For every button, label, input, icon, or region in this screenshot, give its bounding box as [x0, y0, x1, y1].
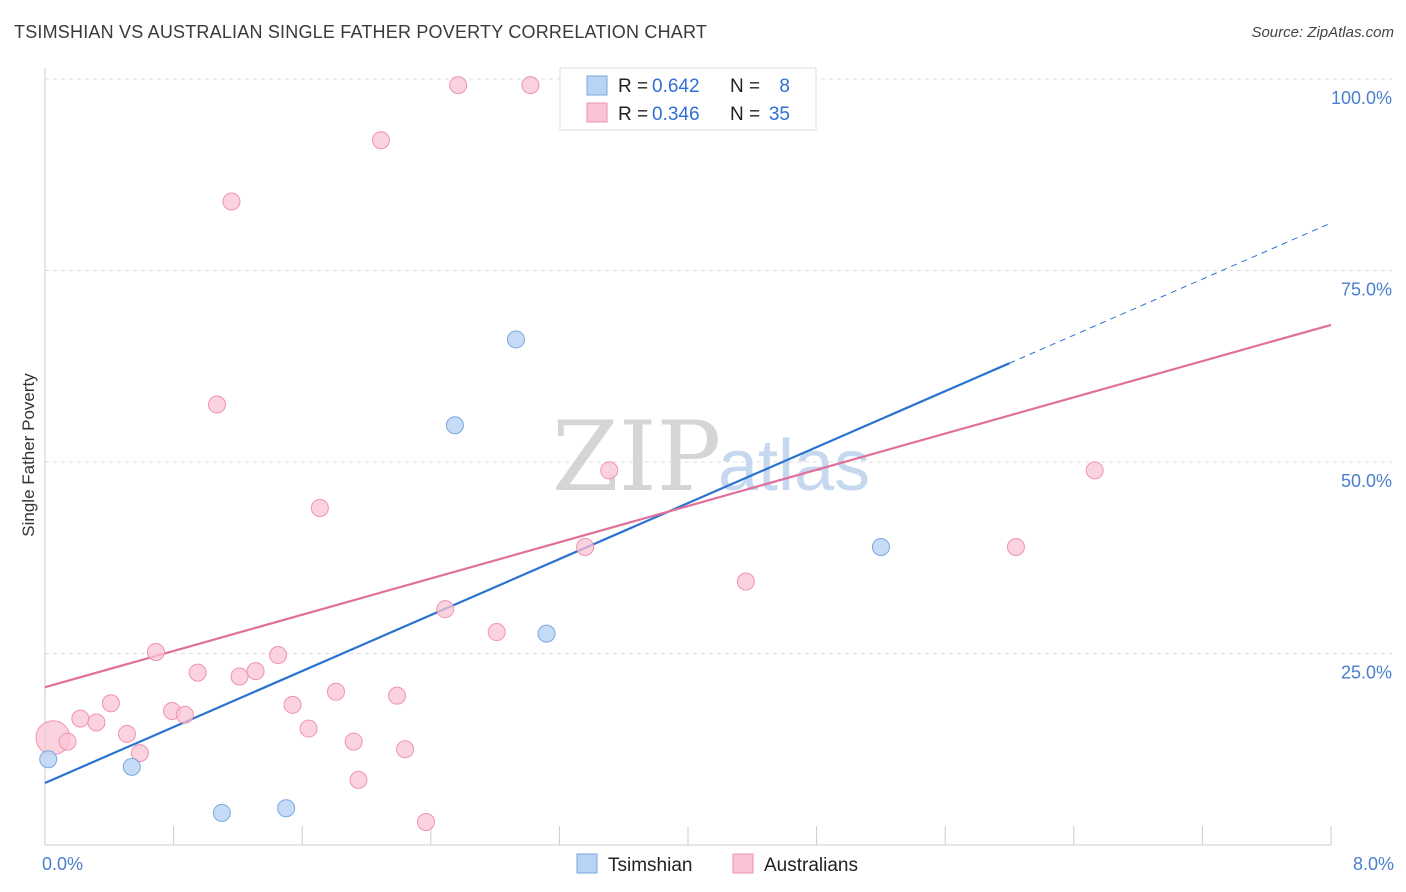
tsimshian-point-0 [39, 750, 58, 769]
legend-tsimshian-label: Tsimshian [608, 855, 692, 876]
source-label: Source: ZipAtlas.com [1251, 24, 1394, 41]
australians-n-value: 35 [769, 104, 790, 125]
stats-legend: R = 0.642 N = 8 R = 0.346 N = 35 [559, 67, 817, 131]
tsimshian-r-label: R = [618, 76, 648, 97]
series-legend: Tsimshian Australians [576, 853, 858, 876]
australians-point-30 [576, 538, 595, 557]
australians-point-4 [101, 694, 120, 713]
tsimshian-point-5 [506, 330, 525, 349]
tsimshian-point-7 [871, 538, 890, 557]
legend-australians-label: Australians [764, 855, 858, 876]
tsimshian-point-2 [212, 803, 231, 822]
australians-point-28 [487, 623, 506, 642]
chart-title: TSIMSHIAN VS AUSTRALIAN SINGLE FATHER PO… [14, 22, 708, 42]
tsimshian-point-6 [537, 624, 556, 643]
tsimshian-point-3 [277, 799, 296, 818]
australians-point-7 [146, 642, 165, 661]
y-tick-label-100: 100.0% [1331, 88, 1392, 108]
australians-n-label: N = [730, 104, 760, 125]
x-tick-label-max: 8.0% [1353, 854, 1394, 874]
australians-point-22 [371, 131, 390, 150]
australians-point-9 [175, 705, 194, 724]
australians-point-33 [1006, 538, 1025, 557]
australians-point-12 [222, 192, 241, 211]
australians-point-19 [326, 682, 345, 701]
watermark: ZIP atlas [552, 401, 870, 513]
watermark-atlas: atlas [718, 426, 870, 506]
tick-labels: 25.0% 50.0% 75.0% 100.0% 0.0% 8.0% [42, 88, 1394, 874]
australians-point-17 [299, 719, 318, 738]
tsimshian-trend-extension [1009, 222, 1332, 364]
y-tick-label-25: 25.0% [1341, 663, 1392, 683]
australians-point-2 [71, 709, 90, 728]
australians-point-1 [58, 732, 77, 751]
australians-point-27 [449, 76, 468, 95]
australians-point-24 [396, 740, 415, 759]
australians-point-29 [521, 76, 540, 95]
legend-tsimshian-swatch [576, 853, 598, 874]
australians-trend-line [44, 323, 1332, 689]
australians-point-25 [416, 813, 435, 832]
tsimshian-point-1 [122, 757, 141, 776]
tsimshian-swatch [586, 75, 608, 96]
legend-australians-swatch [732, 853, 754, 874]
australians-point-11 [208, 395, 227, 414]
australians-point-3 [87, 713, 106, 732]
tsimshian-r-value: 0.642 [652, 76, 700, 97]
y-tick-label-50: 50.0% [1341, 471, 1392, 491]
australians-point-21 [349, 770, 368, 789]
australians-point-34 [1085, 461, 1104, 480]
australians-point-13 [230, 667, 249, 686]
australians-point-18 [310, 498, 329, 517]
y-axis-label: Single Father Poverty [19, 373, 38, 537]
australians-point-14 [246, 662, 265, 681]
tsimshian-n-label: N = [730, 76, 760, 97]
australians-point-16 [283, 695, 302, 714]
trend-lines [44, 222, 1332, 784]
australians-swatch [586, 102, 608, 123]
australians-point-15 [269, 646, 288, 665]
tsimshian-trend-line [44, 362, 1010, 784]
australians-r-label: R = [618, 104, 648, 125]
x-tick-label-min: 0.0% [42, 854, 83, 874]
australians-point-20 [344, 732, 363, 751]
australians-point-26 [436, 600, 455, 619]
watermark-zip: ZIP [552, 401, 721, 513]
australians-point-10 [188, 663, 207, 682]
australians-point-23 [388, 686, 407, 705]
australians-point-31 [600, 461, 619, 480]
grid-lines [45, 78, 1392, 654]
australians-point-32 [736, 572, 755, 591]
australians-r-value: 0.346 [652, 104, 700, 125]
tsimshian-point-4 [445, 416, 464, 435]
australians-point-5 [117, 724, 136, 743]
tsimshian-n-value: 8 [779, 76, 790, 97]
y-tick-label-75: 75.0% [1341, 280, 1392, 300]
data-points [35, 76, 1104, 832]
australians-point-6 [130, 744, 149, 763]
